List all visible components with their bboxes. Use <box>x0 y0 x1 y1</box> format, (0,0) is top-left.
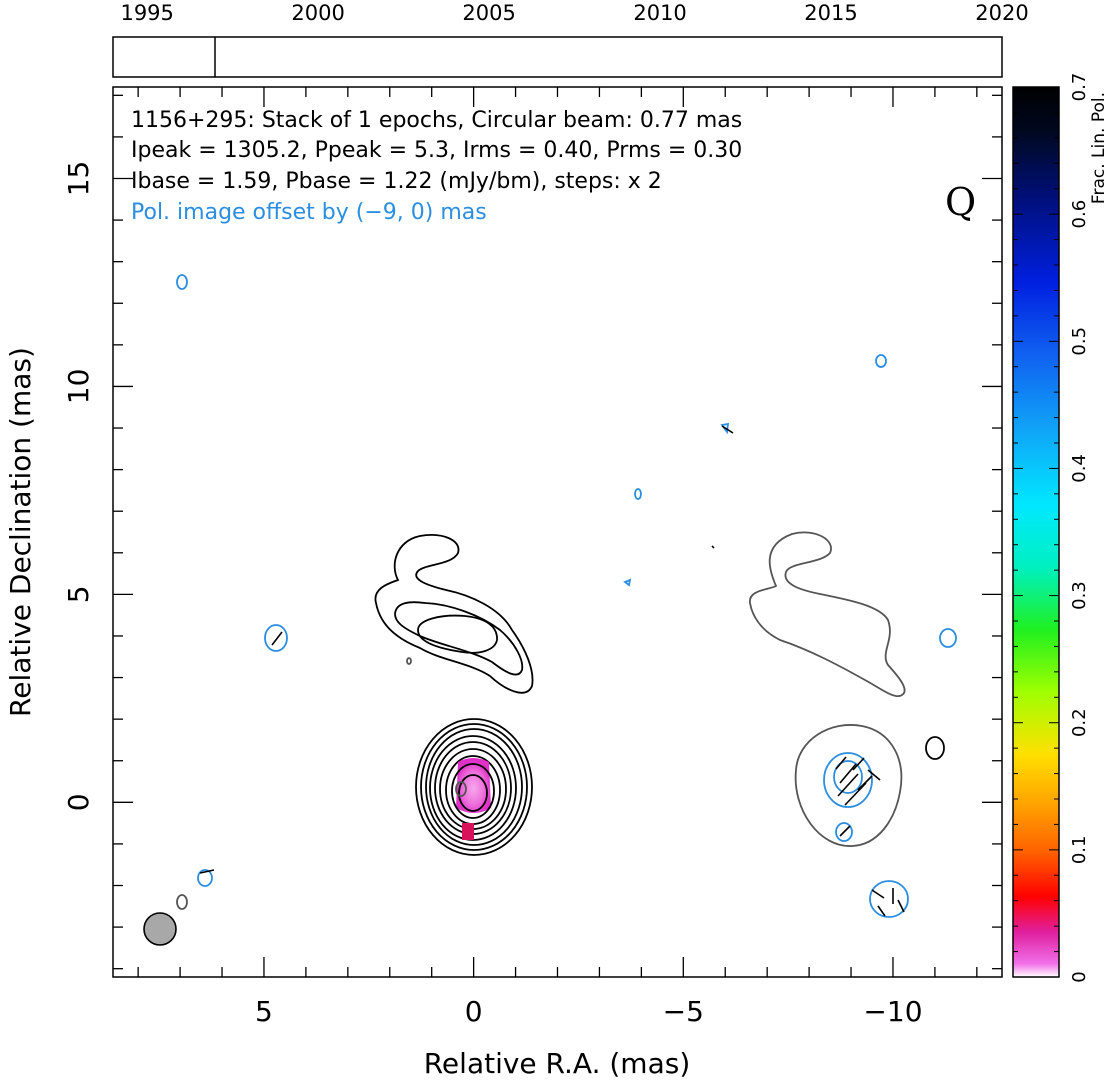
info-line-4: Pol. image offset by (−9, 0) mas <box>131 200 487 225</box>
colorbar-tick-label: 0.7 <box>1069 73 1090 102</box>
core-frac-pol-fill <box>456 758 491 813</box>
beam-ellipse <box>143 912 177 946</box>
blue-blob-7 <box>939 628 957 648</box>
colorbar-tick-label: 0.1 <box>1069 836 1090 865</box>
core-contour-8 <box>451 763 495 819</box>
colorbar-tick-label: 0.5 <box>1069 327 1090 356</box>
pol-intensity-contours <box>176 531 906 910</box>
blue-blob-10 <box>869 880 909 918</box>
core-contour-10 <box>455 781 467 797</box>
jet-contour-outer <box>374 534 534 694</box>
x-tick-label: 0 <box>465 995 483 1028</box>
core-contour-9 <box>458 774 488 812</box>
colorbar-tick-label: 0.3 <box>1069 581 1090 610</box>
pol-small-grey-1 <box>176 894 188 910</box>
info-line-2: Ipeak = 1305.2, Ppeak = 5.3, Irms = 0.40… <box>131 138 742 163</box>
y-tick-label: 15 <box>62 161 95 197</box>
colorbar-tick-label: 0.4 <box>1069 454 1090 483</box>
core-inner-contours <box>451 763 495 819</box>
blue-blob-3 <box>634 488 642 500</box>
y-tick-label: 10 <box>62 369 95 405</box>
core-frac-pol <box>456 758 491 840</box>
timeline: 1995 2000 2005 2010 2015 2020 <box>112 1 1029 78</box>
colorbar: 0 0.1 0.2 0.3 0.4 0.5 0.6 0.7 Frac. Lin. Pol. <box>1012 73 1109 983</box>
blue-blob-1 <box>176 274 188 290</box>
x-tick-label: −10 <box>863 995 922 1028</box>
jet-contours <box>374 534 534 694</box>
colorbar-fill <box>1013 87 1059 977</box>
evpa-sticks <box>199 425 905 917</box>
x-tick-label: 5 <box>255 995 273 1028</box>
colorbar-tick-label: 0 <box>1069 971 1090 982</box>
jet-small-blob <box>406 657 412 665</box>
blue-blob-8 <box>197 869 213 887</box>
band-label: Q <box>945 180 976 224</box>
jet-contour-mid <box>394 601 524 676</box>
timeline-tick-label: 2010 <box>633 1 686 25</box>
blue-core-inner <box>833 760 863 794</box>
axis-ticks: 5 0 −5 −10 0 5 10 15 <box>62 87 1002 1028</box>
core-contour-1 <box>415 718 533 856</box>
black-blob-right <box>925 736 945 760</box>
colorbar-frame <box>1012 86 1060 978</box>
y-axis-label: Relative Declination (mas) <box>4 347 37 717</box>
timeline-tick-label: 2005 <box>462 1 515 25</box>
x-tick-label: −5 <box>663 995 704 1028</box>
timeline-frame <box>112 36 1003 78</box>
blue-blob-2 <box>264 624 288 652</box>
core-contour-2 <box>420 723 528 851</box>
info-line-1: 1156+295: Stack of 1 epochs, Circular be… <box>131 108 742 133</box>
timeline-tick-label: 2015 <box>804 1 857 25</box>
info-line-3: Ibase = 1.59, Pbase = 1.22 (mJy/bm), ste… <box>131 169 662 194</box>
x-axis-label: Relative R.A. (mas) <box>424 1047 691 1080</box>
plot-area: 5 0 −5 −10 0 5 10 15 <box>62 86 1003 1028</box>
colorbar-tick-label: 0.2 <box>1069 708 1090 737</box>
blue-blob-4 <box>623 578 632 587</box>
y-tick-label: 5 <box>62 585 95 603</box>
core-frac-pol-red <box>462 823 474 840</box>
core-contour-3 <box>425 728 523 846</box>
blue-core-outer <box>823 752 873 808</box>
pol-jet-contour <box>749 531 906 698</box>
timeline-tick-label: 2000 <box>291 1 344 25</box>
polarization-contours <box>176 274 957 918</box>
blue-blob-6 <box>875 354 887 368</box>
blue-blob-9 <box>835 822 853 842</box>
jet-contour-inner <box>417 614 498 654</box>
y-tick-label: 0 <box>62 793 95 811</box>
timeline-tick-label: 2020 <box>975 1 1028 25</box>
colorbar-tick-label: 0.6 <box>1069 200 1090 229</box>
timeline-tick-label: 1995 <box>120 1 173 25</box>
colorbar-label: Frac. Lin. Pol. <box>1089 92 1109 204</box>
pol-core-contour <box>794 724 903 847</box>
